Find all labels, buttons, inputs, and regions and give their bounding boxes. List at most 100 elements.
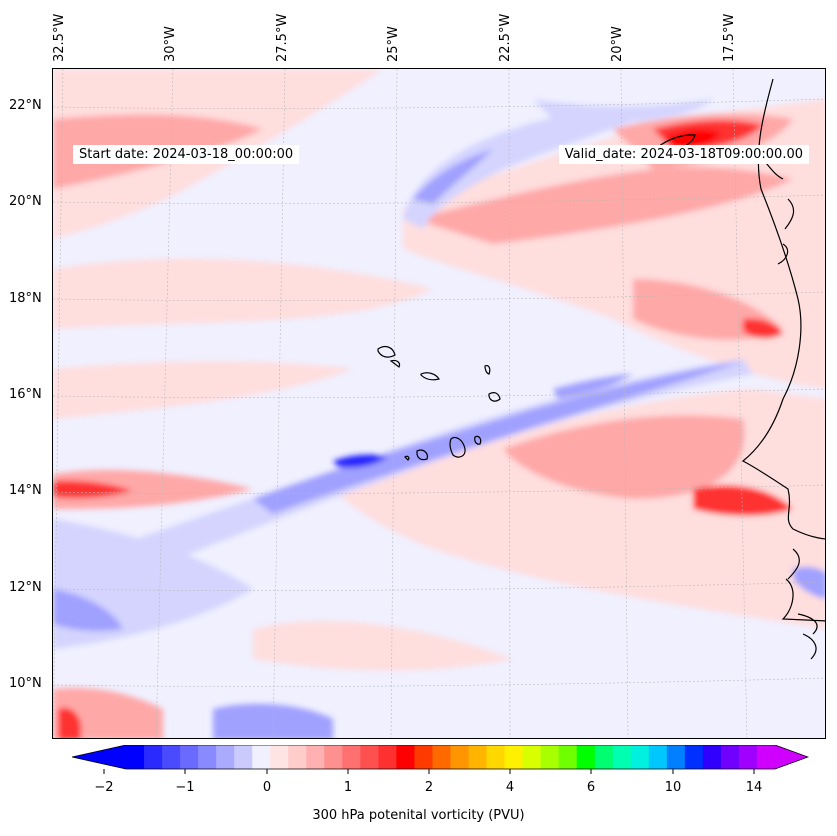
colorbar-tick-label: 1 bbox=[343, 780, 353, 795]
colorbar-swatch bbox=[216, 745, 235, 769]
colorbar-extend-high bbox=[775, 745, 808, 769]
colorbar-swatch bbox=[198, 745, 217, 769]
positive-pv-region bbox=[53, 258, 433, 329]
colorbar-swatch bbox=[504, 745, 524, 769]
map-gridlines bbox=[53, 69, 825, 738]
cape-verde-island bbox=[404, 455, 410, 461]
colorbar-swatch bbox=[414, 745, 433, 769]
colorbar-swatch bbox=[540, 745, 560, 769]
colorbar-swatch bbox=[486, 745, 506, 769]
colorbar-swatch bbox=[738, 745, 758, 769]
cape-verde-island bbox=[449, 436, 466, 458]
map-panel: Start date: 2024-03-18_00:00:00 Valid_da… bbox=[52, 68, 826, 739]
colorbar-swatch bbox=[522, 745, 542, 769]
colorbar-tick-label: 0 bbox=[262, 780, 272, 795]
africa-coastline bbox=[741, 78, 825, 660]
colorbar-extend-low bbox=[72, 745, 126, 769]
latitude-label: 16°N bbox=[9, 387, 42, 402]
pv-colorbar bbox=[72, 745, 809, 774]
colorbar-title: 300 hPa potenital vorticity (PVU) bbox=[312, 808, 525, 823]
latitude-label: 20°N bbox=[9, 194, 42, 209]
positive-pv-region bbox=[53, 469, 253, 509]
positive-pv-region bbox=[53, 480, 133, 499]
valid-date-label: Valid_date: 2024-03-18T09:00:00.00 bbox=[558, 145, 809, 164]
colorbar-tick-label: −1 bbox=[175, 780, 195, 795]
latitude-label: 14°N bbox=[9, 483, 42, 498]
colorbar-swatch bbox=[468, 745, 488, 769]
colorbar-tick-label: 4 bbox=[505, 780, 515, 795]
cape-verde-island bbox=[488, 392, 501, 402]
negative-pv-region bbox=[53, 589, 123, 632]
colorbar-swatch bbox=[252, 745, 271, 769]
colorbar-swatch bbox=[558, 745, 578, 769]
cape-verde-island bbox=[377, 345, 396, 358]
colorbar-swatch bbox=[648, 745, 668, 769]
negative-pv-region bbox=[213, 703, 333, 738]
colorbar-swatch bbox=[432, 745, 451, 769]
pv-contours bbox=[53, 69, 825, 738]
negative-pv-region bbox=[533, 99, 713, 123]
start-date-label: Start date: 2024-03-18_00:00:00 bbox=[73, 145, 300, 164]
longitude-label: 17.5°W bbox=[722, 13, 737, 62]
longitude-label: 22.5°W bbox=[498, 13, 513, 62]
pv-field-map bbox=[53, 69, 825, 738]
colorbar-tick-label: 6 bbox=[586, 780, 596, 795]
colorbar-swatch bbox=[684, 745, 704, 769]
colorbar-tick-label: 14 bbox=[745, 780, 763, 795]
cape-verde-island bbox=[389, 359, 401, 368]
colorbar-swatch bbox=[342, 745, 361, 769]
positive-pv-region bbox=[503, 415, 745, 499]
positive-pv-region bbox=[743, 318, 783, 339]
colorbar-swatch bbox=[234, 745, 253, 769]
colorbar-swatch bbox=[126, 745, 145, 769]
cape-verde-island bbox=[484, 364, 491, 375]
colorbar-swatch bbox=[576, 745, 596, 769]
negative-pv-region bbox=[333, 454, 388, 468]
colorbar-swatch bbox=[612, 745, 632, 769]
colorbar-swatch bbox=[270, 745, 289, 769]
colorbar-swatch bbox=[144, 745, 163, 769]
negative-pv-region bbox=[253, 361, 743, 514]
negative-pv-region bbox=[793, 566, 825, 599]
cape-verde-island bbox=[416, 449, 428, 461]
colorbar-swatch bbox=[756, 745, 776, 769]
latitude-label: 10°N bbox=[9, 676, 42, 691]
colorbar-swatch bbox=[162, 745, 181, 769]
colorbar-swatch bbox=[288, 745, 307, 769]
colorbar-swatch bbox=[702, 745, 722, 769]
colorbar-swatch bbox=[180, 745, 199, 769]
colorbar-tick-label: −2 bbox=[94, 780, 114, 795]
colorbar-swatch bbox=[306, 745, 325, 769]
positive-pv-region bbox=[693, 485, 793, 516]
colorbar-swatch bbox=[666, 745, 686, 769]
longitude-label: 25°W bbox=[386, 26, 401, 62]
coastlines bbox=[377, 78, 825, 660]
colorbar-swatch bbox=[630, 745, 650, 769]
positive-pv-region bbox=[58, 707, 81, 738]
colorbar-swatch bbox=[720, 745, 740, 769]
colorbar-swatch bbox=[360, 745, 379, 769]
colorbar-tick-label: 10 bbox=[664, 780, 682, 795]
positive-pv-region bbox=[253, 620, 513, 671]
longitude-label: 32.5°W bbox=[52, 13, 67, 62]
positive-pv-region bbox=[53, 361, 353, 419]
colorbar-swatch bbox=[450, 745, 470, 769]
colorbar-tick-label: 2 bbox=[424, 780, 434, 795]
cape-verde-island bbox=[474, 435, 482, 445]
longitude-label: 20°W bbox=[610, 26, 625, 62]
colorbar-outline bbox=[72, 745, 809, 770]
cape-verde-island bbox=[420, 372, 440, 381]
positive-pv-region bbox=[663, 129, 721, 149]
latitude-label: 22°N bbox=[9, 98, 42, 113]
colorbar-swatch bbox=[396, 745, 415, 769]
longitude-label: 30°W bbox=[163, 26, 178, 62]
negative-pv-region bbox=[553, 374, 633, 399]
latitude-label: 18°N bbox=[9, 291, 42, 306]
latitude-label: 12°N bbox=[9, 580, 42, 595]
negative-pv-region bbox=[53, 359, 753, 609]
colorbar-swatch bbox=[324, 745, 343, 769]
longitude-label: 27.5°W bbox=[275, 13, 290, 62]
colorbar-swatch bbox=[378, 745, 397, 769]
colorbar-swatch bbox=[594, 745, 614, 769]
negative-pv-region bbox=[413, 149, 493, 204]
